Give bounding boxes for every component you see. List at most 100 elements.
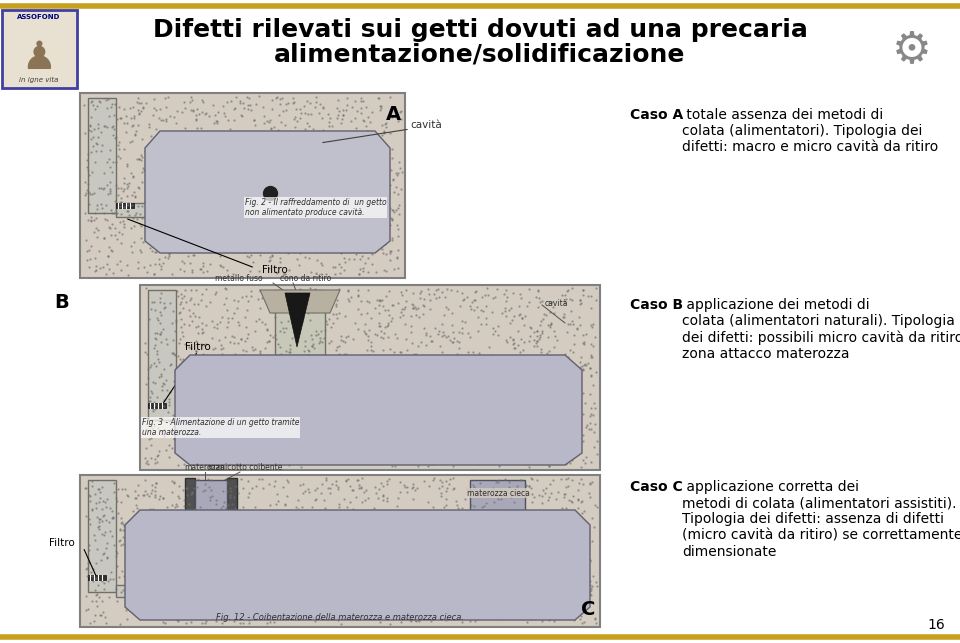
Point [446,413,462,424]
Point [514,293,529,303]
Point [297,345,312,356]
Point [309,611,324,622]
Point [252,303,268,313]
Point [548,494,564,504]
Point [490,425,505,435]
Point [345,145,360,155]
Point [153,264,168,274]
Point [127,486,142,496]
Point [425,502,441,512]
Point [294,520,309,530]
Point [520,549,536,559]
Point [137,338,153,348]
Point [183,168,199,178]
Point [292,558,307,568]
Point [205,134,221,145]
Point [497,458,513,468]
Point [177,459,192,469]
Point [220,173,235,183]
Point [139,195,155,205]
Point [475,305,491,316]
Point [241,436,256,446]
Point [373,548,389,559]
Point [144,480,159,490]
Point [226,171,241,181]
Point [547,326,563,336]
Point [350,226,366,237]
Point [531,490,546,500]
Point [310,230,325,240]
Point [134,538,150,548]
Point [419,411,434,421]
Point [262,115,277,125]
Point [290,177,305,187]
Point [388,577,403,587]
Point [142,392,157,402]
Point [555,311,570,322]
Point [335,539,350,550]
Point [173,359,188,369]
Point [511,606,526,617]
Point [470,404,486,414]
Point [309,590,324,601]
Point [329,197,345,208]
Point [178,103,193,113]
Point [576,337,591,347]
Point [448,529,464,539]
Point [385,396,400,406]
Point [412,442,427,452]
Point [241,93,256,104]
Point [283,285,299,296]
Point [212,398,228,408]
Point [80,165,95,175]
Point [456,516,471,526]
Point [116,184,132,194]
Point [184,563,200,573]
Point [258,368,274,379]
Point [237,566,252,577]
Point [132,208,148,219]
Point [175,392,190,403]
Point [493,440,509,451]
Point [361,130,376,140]
Point [440,512,455,523]
Point [207,109,223,120]
Point [143,260,158,270]
Point [261,356,276,367]
Point [364,399,379,409]
Point [400,612,416,622]
Point [417,301,432,311]
Point [107,478,122,489]
Point [488,326,503,336]
Point [375,213,391,224]
Point [225,171,240,181]
Point [307,539,323,550]
Point [431,581,446,591]
Point [98,611,113,622]
Point [195,456,210,466]
Point [566,443,582,453]
Point [92,246,108,257]
Point [493,358,509,368]
Point [282,347,298,357]
Point [323,113,338,123]
Point [166,129,181,140]
Point [202,461,217,471]
Point [308,382,324,392]
Point [490,388,505,399]
Point [248,573,263,583]
Point [380,318,396,328]
Point [463,616,478,626]
Point [341,414,356,424]
Point [345,199,360,210]
Point [328,301,344,311]
Point [204,315,219,325]
Point [561,561,576,572]
Point [367,503,382,513]
Point [502,393,517,403]
Point [543,318,559,328]
Point [244,435,259,445]
Point [522,545,538,556]
Point [398,571,414,581]
Point [90,579,106,590]
